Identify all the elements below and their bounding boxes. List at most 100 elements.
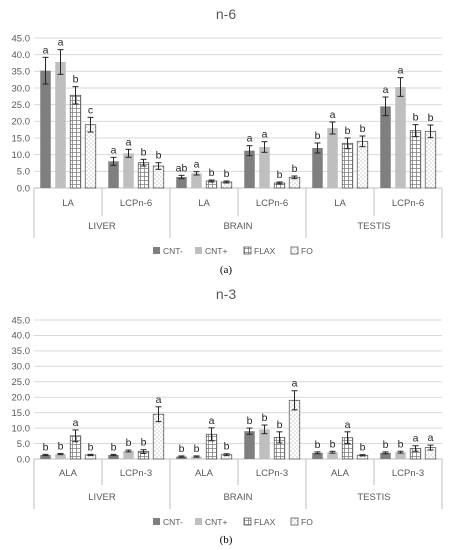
n6-bar-chart: n-6 0.0 5.0 10.0 15.0 20.0 25.0 30.0 35.0 40.0 45.… <box>12 6 443 276</box>
bar <box>341 142 354 189</box>
x-category-label: LA <box>198 198 210 209</box>
legend-label: CNT- <box>163 517 183 527</box>
bar <box>176 177 187 188</box>
y-tick-label: 5.0 <box>17 167 30 178</box>
x-group-label: BRAIN <box>223 221 252 232</box>
n3-bar-chart: n-3 0.0 5.0 10.0 15.0 20.0 25.0 30.0 35.0 40.0 45.… <box>12 286 443 546</box>
significance-letter: b <box>315 130 321 142</box>
x-category-label: LA <box>62 198 74 209</box>
significance-letter: a <box>209 415 215 427</box>
y-tick-label: 10.0 <box>12 423 31 434</box>
x-category-label: LCPn-6 <box>120 198 152 209</box>
legend-label: FLAX <box>254 246 276 256</box>
bar <box>312 148 323 188</box>
significance-letter: a <box>413 433 419 445</box>
significance-letter: b <box>330 438 336 450</box>
significance-letter: a <box>73 417 79 429</box>
y-tick-label: 40.0 <box>12 50 31 61</box>
significance-letter: b <box>43 441 49 453</box>
y-tick-label: 15.0 <box>12 408 31 419</box>
significance-letter: a <box>58 37 64 49</box>
y-tick-label: 25.0 <box>12 377 31 388</box>
significance-letter: b <box>224 168 230 180</box>
bar <box>327 452 338 459</box>
x-category-label: LCPn-3 <box>120 468 152 479</box>
bar <box>55 454 66 459</box>
bar <box>380 452 391 459</box>
bar <box>312 452 323 459</box>
y-tick-label: 30.0 <box>12 83 31 94</box>
significance-letter: b <box>398 438 404 450</box>
chart-title: n-3 <box>216 286 236 302</box>
legend-swatch <box>153 247 160 254</box>
significance-letter: a <box>111 144 117 156</box>
bar <box>259 429 270 459</box>
y-tick-label: 40.0 <box>12 331 31 342</box>
significance-letter: b <box>111 441 117 453</box>
significance-letter: b <box>277 419 283 431</box>
legend-label: CNT+ <box>205 517 227 527</box>
significance-letter: b <box>141 146 147 158</box>
bar <box>123 153 134 188</box>
y-tick-label: 45.0 <box>12 315 31 326</box>
significance-letter: b <box>58 440 64 452</box>
significance-letter: b <box>315 439 321 451</box>
significance-letter: b <box>73 74 79 86</box>
bar <box>55 62 66 188</box>
x-category-label: LCPn-3 <box>392 468 424 479</box>
significance-letter: a <box>247 133 253 145</box>
significance-letter: b <box>428 112 434 124</box>
legend-swatch <box>153 518 160 525</box>
significance-letter: b <box>126 437 132 449</box>
legend-swatch <box>290 517 299 526</box>
y-tick-label: 35.0 <box>12 67 31 78</box>
significance-letter: a <box>330 109 336 121</box>
legend-swatch <box>290 246 299 255</box>
bar <box>395 87 406 188</box>
x-category-label: ALA <box>331 468 350 479</box>
bar <box>108 161 119 188</box>
significance-letter: b <box>383 439 389 451</box>
bar <box>395 452 406 459</box>
significance-letter: b <box>247 415 253 427</box>
legend-label: CNT- <box>163 246 183 256</box>
x-group-label: LIVER <box>88 492 116 503</box>
significance-letter: a <box>398 65 404 77</box>
x-category-label: ALA <box>195 468 214 479</box>
legend-label: FLAX <box>254 517 276 527</box>
bar <box>191 173 202 188</box>
y-tick-label: 30.0 <box>12 362 31 373</box>
bar <box>409 130 422 189</box>
bar <box>424 130 437 189</box>
significance-letter: b <box>413 112 419 124</box>
n6-chart-panel: n-6 0.0 5.0 10.0 15.0 20.0 25.0 30.0 35.0 40.0 45.… <box>12 6 443 276</box>
significance-letter: a <box>43 44 49 56</box>
legend-swatch <box>243 246 252 255</box>
significance-letter: b <box>179 443 185 455</box>
n3-chart-panel: n-3 0.0 5.0 10.0 15.0 20.0 25.0 30.0 35.0 40.0 45.… <box>0 280 452 550</box>
significance-letter: ab <box>176 162 188 174</box>
x-group-label: TESTIS <box>357 221 390 232</box>
significance-letter: b <box>262 412 268 424</box>
significance-letter: b <box>292 163 298 175</box>
y-tick-label: 20.0 <box>12 393 31 404</box>
significance-letter: a <box>194 159 200 171</box>
y-tick-label: 35.0 <box>12 346 31 357</box>
bar <box>176 456 187 459</box>
panel-label: (b) <box>220 534 233 546</box>
bar <box>40 454 51 459</box>
legend-swatch <box>195 247 202 254</box>
significance-letter: b <box>209 167 215 179</box>
bar <box>244 150 255 188</box>
bar <box>84 124 97 189</box>
x-group-label: LIVER <box>88 221 116 232</box>
significance-letter: a <box>428 432 434 444</box>
significance-letter: b <box>360 442 366 454</box>
y-tick-label: 0.0 <box>17 454 30 465</box>
y-tick-label: 5.0 <box>17 439 30 450</box>
significance-letter: a <box>156 394 162 406</box>
x-category-label: LCPn-6 <box>392 198 424 209</box>
chart-title: n-6 <box>216 6 236 22</box>
bar <box>191 456 202 459</box>
y-tick-label: 10.0 <box>12 150 31 161</box>
